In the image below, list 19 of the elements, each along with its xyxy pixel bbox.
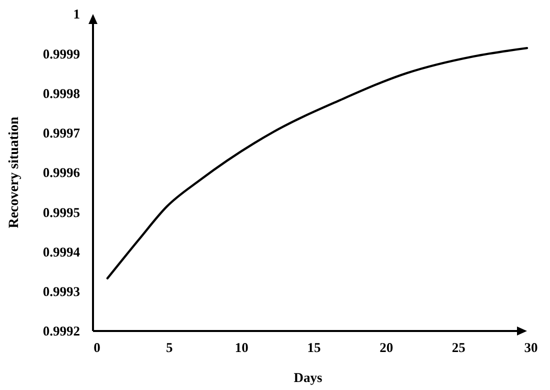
y-tick-label: 0.9999 [42, 46, 80, 62]
y-tick-label: 0.9993 [42, 284, 80, 300]
y-tick-label: 0.9998 [42, 86, 80, 101]
line-series [106, 46, 528, 280]
y-tick-label: 0.9992 [42, 324, 80, 339]
y-tick-label: 0.9994 [42, 244, 80, 260]
y-tick-label: 0.9996 [42, 165, 80, 180]
x-tick-label: 10 [234, 340, 249, 355]
x-axis-title: Days [294, 370, 322, 385]
x-tick-label: 25 [452, 340, 466, 355]
x-tick-label: 0 [94, 340, 101, 355]
x-tick-label: 20 [380, 340, 394, 355]
y-axis-title: Recovery situation [7, 116, 22, 228]
x-tick-label: 15 [307, 340, 321, 355]
y-tick-label: 0.9997 [42, 126, 80, 141]
x-tick-label: 5 [166, 340, 173, 355]
x-tick-label: 30 [524, 340, 538, 355]
y-tick-label: 1 [73, 6, 80, 22]
y-tick-label: 0.9995 [42, 204, 80, 220]
